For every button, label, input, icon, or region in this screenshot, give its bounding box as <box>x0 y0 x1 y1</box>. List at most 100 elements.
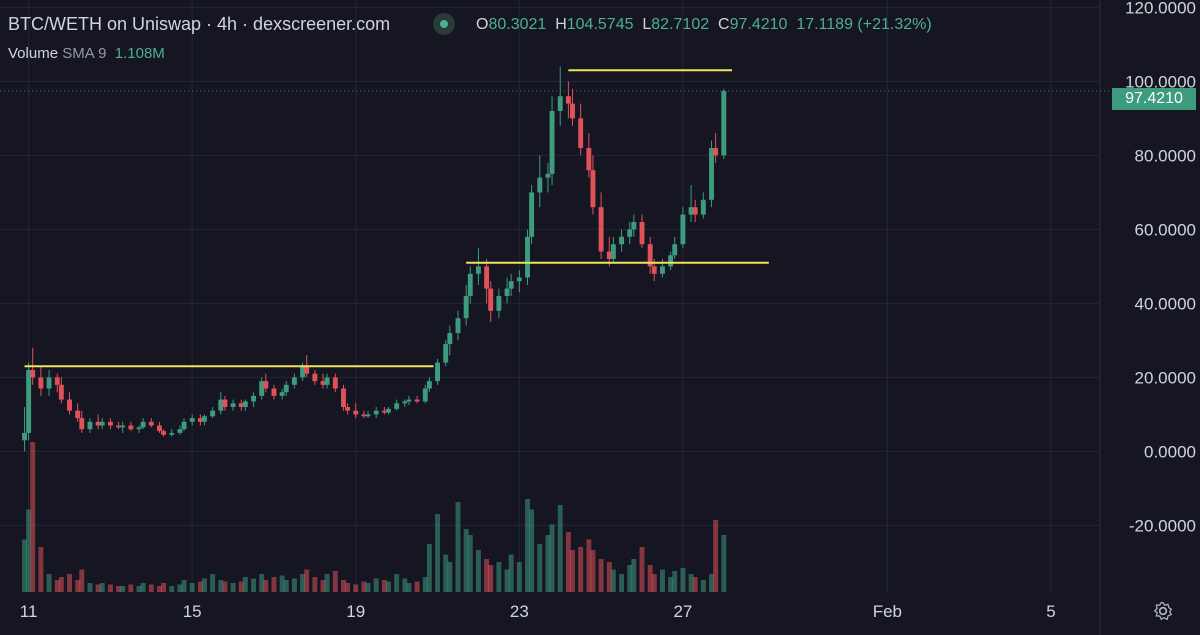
x-tick-label: Feb <box>873 602 902 621</box>
volume-bar <box>242 577 248 592</box>
volume-bar <box>672 571 678 592</box>
volume-bar <box>365 583 371 592</box>
candle-body <box>475 266 481 274</box>
candle-body <box>26 370 32 433</box>
pair-title: BTC/WETH on Uniswap · 4h · dexscreener.c… <box>8 14 391 34</box>
volume-bar <box>189 583 195 592</box>
volume-bar <box>680 568 686 592</box>
volume-bar <box>475 550 481 592</box>
open-label: O <box>476 16 489 33</box>
volume-bar <box>508 554 514 592</box>
last-price-tag: 97.4210 <box>1112 88 1196 110</box>
candle-body <box>545 173 551 178</box>
candle-body <box>443 344 449 363</box>
candle-body <box>447 333 453 345</box>
volume-bar <box>426 544 432 592</box>
volume-bar <box>79 569 85 592</box>
y-tick-label: 60.0000 <box>1135 220 1196 239</box>
candle-body <box>713 148 719 156</box>
candle-body <box>210 410 216 417</box>
volume-bar <box>99 583 105 592</box>
volume-bar <box>639 547 645 592</box>
candle-body <box>87 421 93 430</box>
candle-body <box>414 399 420 402</box>
gear-icon[interactable] <box>1153 601 1173 621</box>
volume-bar <box>361 581 367 592</box>
volume-bar <box>586 539 592 592</box>
volume-bar <box>692 577 698 592</box>
candle-body <box>242 401 248 407</box>
candle-body <box>38 377 44 389</box>
candle-body <box>222 399 228 407</box>
candle-body <box>107 421 113 426</box>
volume-bar <box>651 574 657 592</box>
candle-body <box>488 288 494 311</box>
volume-legend[interactable]: Volume SMA 9 1.108M <box>8 45 165 62</box>
candle-body <box>455 318 461 333</box>
volume-bar <box>22 539 27 592</box>
volume-bar <box>312 577 318 592</box>
live-dot-icon[interactable] <box>433 13 455 35</box>
volume-bar <box>455 502 461 592</box>
candle-body <box>169 432 175 435</box>
candle-body <box>75 410 81 419</box>
volume-bar <box>709 574 714 592</box>
volume-bar <box>300 574 306 592</box>
volume-bar <box>525 499 530 592</box>
y-tick-label: -20.0000 <box>1129 516 1196 535</box>
volume-bar <box>304 569 310 592</box>
high-label: H <box>555 16 567 33</box>
candle-body <box>136 427 142 430</box>
volume-bar <box>721 535 727 592</box>
volume-bar <box>647 565 653 592</box>
candle-body <box>422 388 428 402</box>
volume-bar <box>54 580 60 592</box>
volume-bar <box>660 569 665 592</box>
candle-body <box>721 91 727 156</box>
candle-body <box>238 403 244 407</box>
volume-bar <box>557 505 563 592</box>
candle-body <box>496 296 502 311</box>
candle-body <box>578 118 584 148</box>
candle-body <box>688 207 694 215</box>
volume-bar <box>140 583 146 592</box>
candle-body <box>300 366 306 378</box>
candle-body <box>148 421 154 426</box>
candle-body <box>365 414 371 417</box>
volume-bar <box>58 577 64 592</box>
candle-body <box>116 425 122 428</box>
candle-body <box>680 214 686 245</box>
candle-body <box>639 222 645 245</box>
volume-bar <box>414 581 420 592</box>
candle-body <box>504 288 510 296</box>
volume-bar <box>443 554 449 592</box>
open-value: 80.3021 <box>488 16 547 33</box>
candle-body <box>332 377 338 389</box>
volume-bar <box>381 580 387 592</box>
volume-bar <box>148 584 154 592</box>
volume-bar <box>631 559 637 592</box>
candle-body <box>291 377 297 385</box>
candle-body <box>672 244 678 256</box>
volume-bar <box>668 577 674 592</box>
candle-body <box>283 384 289 393</box>
candle-body <box>161 431 167 435</box>
candle-body <box>590 170 596 208</box>
candle-body <box>304 366 310 374</box>
volume-bar <box>341 580 346 592</box>
candle-body <box>373 410 379 415</box>
candle-body <box>406 399 412 402</box>
volume-bar <box>402 578 408 592</box>
candle-body <box>30 370 36 378</box>
volume-bar <box>38 547 44 592</box>
candle-body <box>157 425 162 432</box>
candle-body <box>508 281 514 289</box>
candle-body <box>692 207 698 215</box>
volume-bar <box>197 581 203 592</box>
volume-bar <box>320 580 326 592</box>
x-tick-label: 15 <box>183 602 202 621</box>
volume-bar <box>202 578 207 592</box>
candle-body <box>312 373 318 382</box>
volume-bar <box>291 578 297 592</box>
